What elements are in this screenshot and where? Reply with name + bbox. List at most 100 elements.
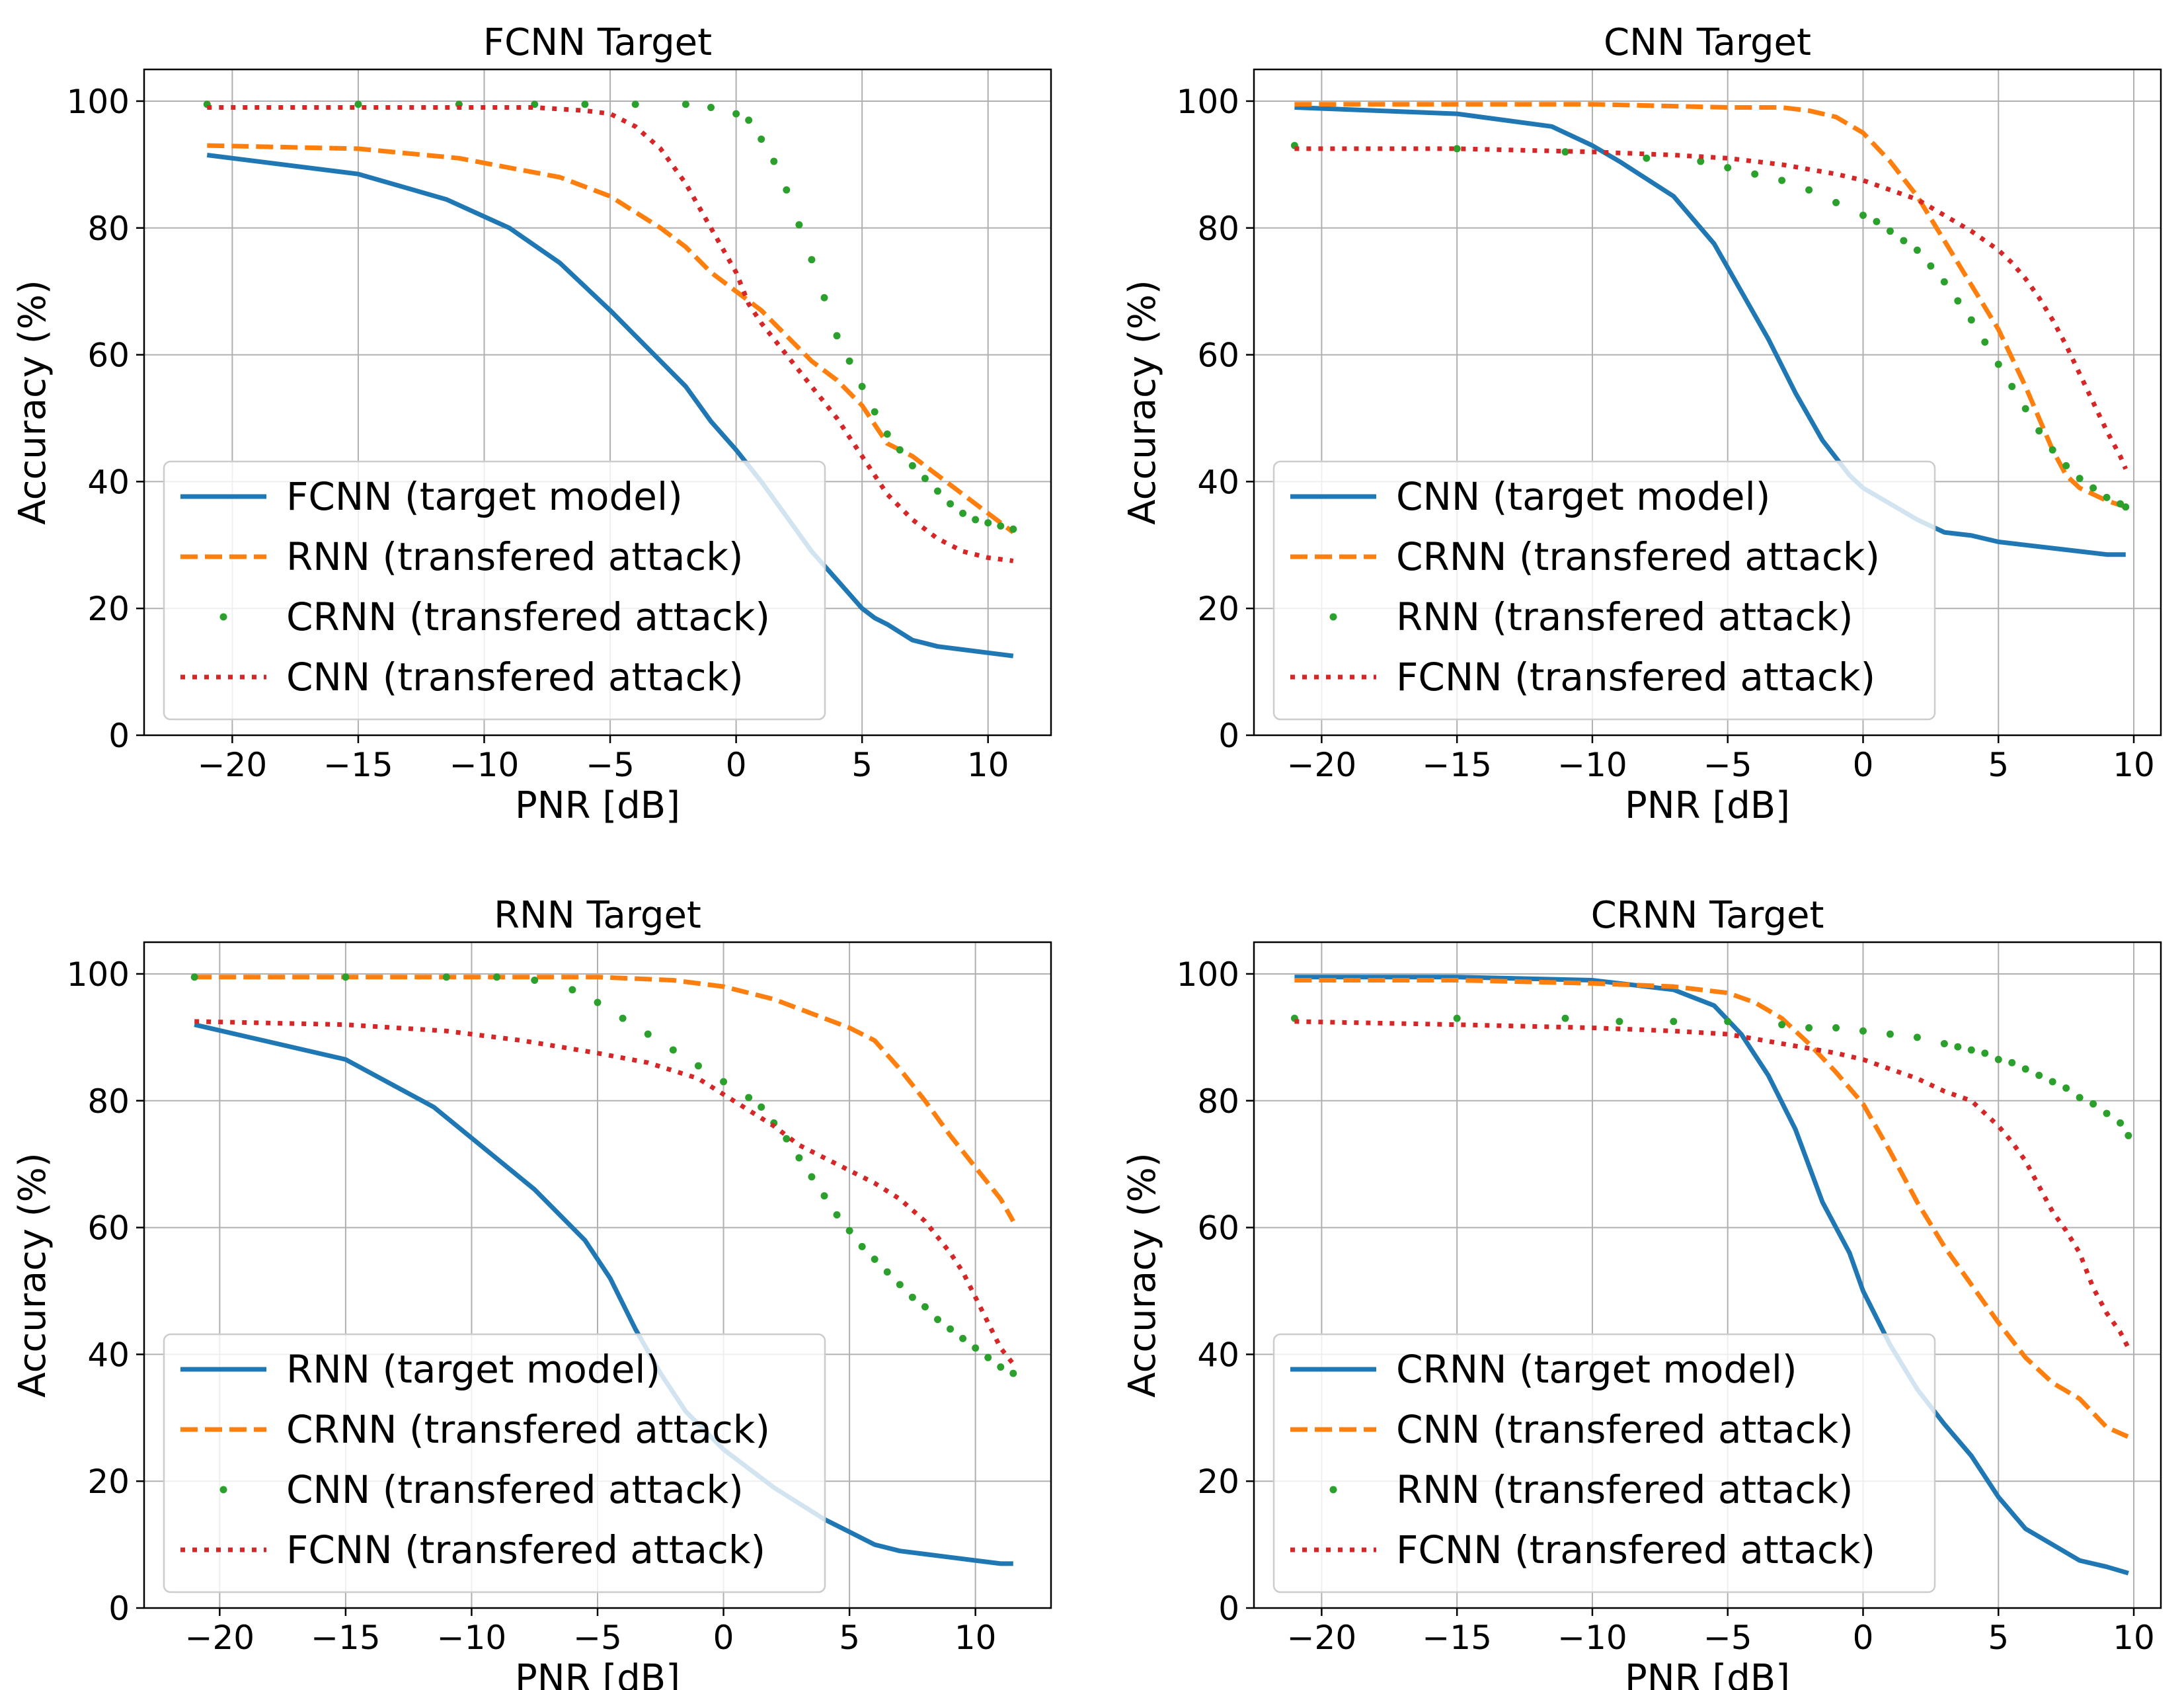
data-point xyxy=(1886,1030,1894,1038)
series-2 xyxy=(1290,1014,2132,1140)
x-tick-label: 10 xyxy=(955,1619,997,1657)
data-point xyxy=(2089,1100,2097,1108)
legend-box xyxy=(1272,1333,1936,1593)
data-point xyxy=(947,1325,955,1333)
legend-marker xyxy=(219,613,227,621)
legend-box xyxy=(1272,460,1936,721)
y-tick-label: 20 xyxy=(87,1463,130,1501)
data-point xyxy=(1873,218,1881,225)
data-point xyxy=(808,256,816,264)
x-tick-label: 0 xyxy=(1853,746,1874,784)
data-point xyxy=(1913,1033,1921,1041)
x-tick-label: −10 xyxy=(1557,1619,1627,1657)
data-point xyxy=(1859,1027,1867,1035)
legend-box xyxy=(163,1333,826,1593)
y-tick-label: 0 xyxy=(1218,1589,1239,1628)
data-point xyxy=(682,101,689,108)
x-tick-label: −5 xyxy=(573,1619,622,1657)
data-point xyxy=(1561,148,1569,156)
data-point xyxy=(896,446,904,454)
data-point xyxy=(1954,1043,1962,1051)
data-point xyxy=(896,1281,904,1289)
x-tick-label: −20 xyxy=(185,1619,255,1657)
legend-label: FCNN (transfered attack) xyxy=(1396,1527,1875,1572)
y-tick-label: 80 xyxy=(87,1082,130,1121)
data-point xyxy=(984,1353,992,1361)
axes-frame xyxy=(1253,68,2162,737)
data-point xyxy=(1981,1049,1989,1057)
data-point xyxy=(2076,475,2084,483)
data-point xyxy=(1724,164,1732,172)
x-tick-label: 5 xyxy=(1988,746,2009,784)
series-3 xyxy=(207,105,1014,563)
y-tick-label: 100 xyxy=(67,83,130,121)
data-point xyxy=(997,522,1005,530)
series-2 xyxy=(190,973,1017,1377)
data-point xyxy=(531,977,539,985)
legend-marker xyxy=(1329,1486,1337,1494)
legend: CNN (target model) CRNN (transfered attac… xyxy=(1272,460,1936,721)
data-point xyxy=(1670,1018,1678,1026)
data-point xyxy=(1832,198,1840,206)
chart-title: CNN Target xyxy=(1604,21,1811,64)
x-tick-label: 5 xyxy=(839,1619,860,1657)
data-point xyxy=(959,509,967,517)
data-point xyxy=(1805,1024,1813,1031)
x-tick-label: −5 xyxy=(1703,746,1752,784)
y-tick-label: 100 xyxy=(67,955,130,994)
series-line xyxy=(194,975,1015,1223)
series-line xyxy=(1294,102,2126,510)
data-point xyxy=(2125,1132,2132,1140)
series-line xyxy=(207,143,1015,534)
legend-label: RNN (target model) xyxy=(286,1347,660,1392)
series-1 xyxy=(1294,978,2130,1439)
data-point xyxy=(1778,177,1786,184)
data-point xyxy=(1778,1021,1786,1029)
data-point xyxy=(2048,446,2056,454)
legend-marker xyxy=(1329,613,1337,621)
legend: RNN (target model) CRNN (transfered attac… xyxy=(163,1333,826,1593)
legend-label: RNN (transfered attack) xyxy=(286,534,744,579)
x-tick-label: −10 xyxy=(1557,746,1627,784)
legend-label: CRNN (transfered attack) xyxy=(286,594,770,639)
data-point xyxy=(921,475,929,483)
data-point xyxy=(1994,360,2002,368)
data-point xyxy=(2117,1119,2125,1127)
data-point xyxy=(2062,462,2070,469)
legend-label: CNN (transfered attack) xyxy=(1396,1407,1853,1452)
y-tick-label: 0 xyxy=(1218,717,1239,755)
data-point xyxy=(1981,338,1989,346)
y-tick-label: 100 xyxy=(1177,955,1239,994)
legend-label: RNN (transfered attack) xyxy=(1396,1467,1853,1512)
y-axis-label: Accuracy (%) xyxy=(1121,1152,1164,1397)
data-point xyxy=(795,221,803,229)
x-tick-label: −20 xyxy=(1287,746,1357,784)
y-tick-label: 20 xyxy=(1197,1463,1239,1501)
series-3 xyxy=(1294,1019,2131,1349)
data-point xyxy=(707,104,715,112)
y-tick-label: 0 xyxy=(108,1589,130,1628)
data-point xyxy=(2103,493,2111,501)
y-tick-label: 20 xyxy=(1197,590,1239,628)
y-tick-label: 80 xyxy=(1197,1082,1239,1121)
y-tick-label: 60 xyxy=(1197,1209,1239,1248)
data-point xyxy=(2103,1109,2111,1117)
data-point xyxy=(1940,278,1948,286)
x-tick-label: 10 xyxy=(2113,1619,2155,1657)
y-tick-label: 40 xyxy=(87,463,130,501)
x-tick-label: −15 xyxy=(323,746,393,784)
data-point xyxy=(493,973,501,981)
data-point xyxy=(833,1211,841,1219)
data-point xyxy=(1561,1014,1569,1022)
data-point xyxy=(2117,500,2125,508)
data-point xyxy=(342,973,350,981)
data-point xyxy=(631,101,639,108)
data-point xyxy=(1009,1369,1017,1377)
x-tick-label: 5 xyxy=(1988,1619,2009,1657)
x-tick-label: −15 xyxy=(1422,1619,1492,1657)
x-axis-label: PNR [dB] xyxy=(515,1657,680,1690)
